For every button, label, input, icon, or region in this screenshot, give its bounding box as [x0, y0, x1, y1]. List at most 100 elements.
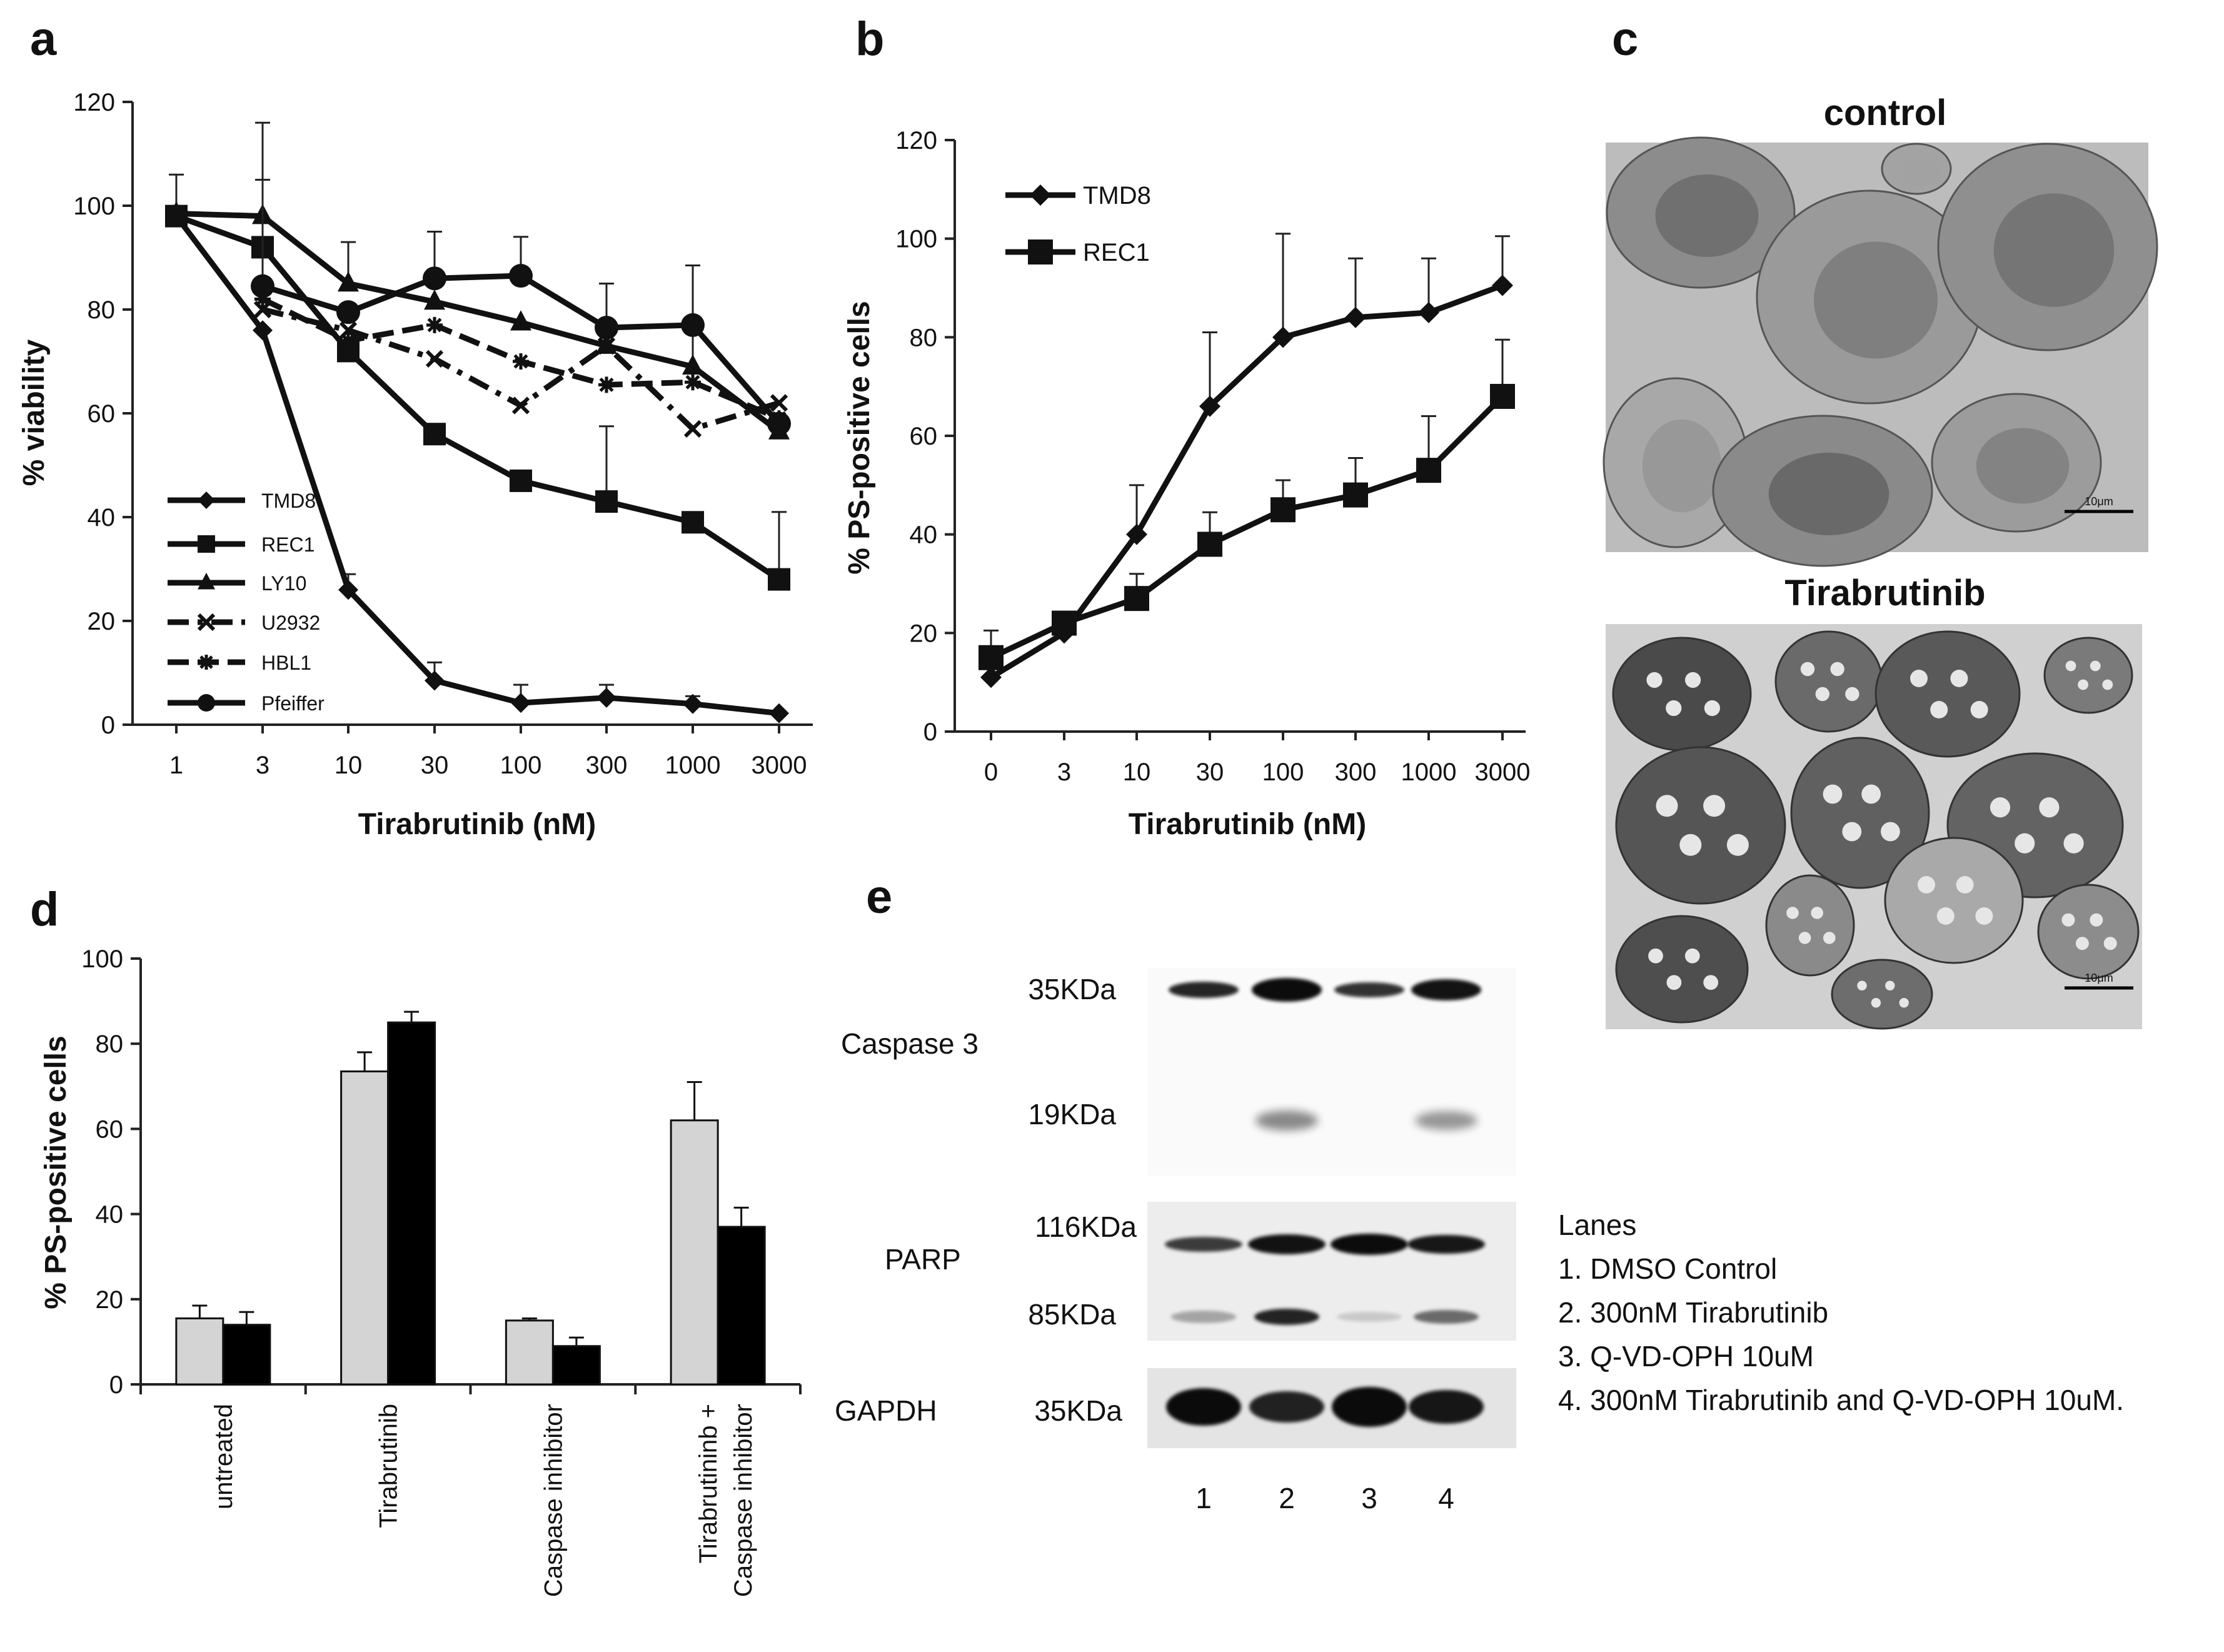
treated-cell-vacuole: [2015, 833, 2035, 854]
chart-a-series-rec1-point: [768, 568, 790, 591]
micrograph-panel: control Tirabrutinib 10μm 10μm: [1603, 93, 2158, 1030]
chart-a-series-rec1-point: [510, 469, 532, 492]
blot-band: [1414, 1310, 1479, 1324]
treated-cell-vacuole: [2063, 833, 2084, 854]
chart-d-error-bar: [733, 1206, 749, 1227]
treated-cell-vacuole: [2039, 797, 2060, 818]
chart-b-x-tick-label: 300: [1335, 758, 1377, 786]
chart-a-legend-label: U2932: [261, 612, 320, 634]
chart-b-y-tick-label: 120: [895, 127, 937, 154]
blot-band: [1411, 979, 1481, 1000]
chart-b-series-rec1-point: [1270, 497, 1296, 523]
chart-a-x-tick-label: 100: [500, 752, 542, 779]
chart-a-legend-marker: [198, 572, 215, 590]
chart-a-series-tmd8-point: [511, 693, 531, 713]
chart-b-x-tick-label: 100: [1262, 758, 1304, 786]
chart-d-y-tick-label: 40: [96, 1201, 124, 1229]
treated-cell-vacuole: [2102, 679, 2113, 690]
chart-d-error-bar: [521, 1317, 537, 1321]
control-micrograph: [1603, 136, 2158, 567]
chart-a-y-tick-label: 60: [88, 400, 116, 428]
viability-line-chart: 0 20 40 60 80 100 120 1 3 10 30 100 300 1000 3000 TMD8 R…: [73, 89, 813, 779]
chart-a-x-tick-label: 1: [169, 752, 183, 779]
chart-d-x-tick-label: untreated: [210, 1404, 238, 1509]
chart-d-error-bar: [568, 1336, 584, 1346]
treated-cell: [1774, 630, 1883, 733]
chart-a-legend-label: HBL1: [261, 652, 311, 674]
blot-band: [1409, 1390, 1484, 1424]
chart-a-series-rec1-line: [175, 213, 781, 582]
treated-cell-vacuole: [1830, 662, 1844, 677]
lanes-legend-item-4: 4. 300nM Tirabrutinib and Q-VD-OPH 10uM.: [1558, 1384, 2124, 1416]
treated-cell: [1874, 630, 2021, 758]
blot-band: [1334, 982, 1404, 997]
treated-cell-vacuole: [1798, 932, 1811, 944]
lanes-legend-item-2: 2. 300nM Tirabrutinib: [1558, 1296, 1828, 1329]
size-label-caspase3-35: 35KDa: [1028, 973, 1116, 1005]
chart-b-series-rec1-point: [1416, 458, 1441, 483]
protein-label-parp: PARP: [885, 1243, 961, 1276]
chart-b-series-tmd8-point: [1345, 306, 1366, 328]
size-label-gapdh-35: 35KDa: [1034, 1394, 1122, 1427]
treated-cell-vacuole: [2090, 913, 2103, 927]
lane-number-3: 3: [1361, 1482, 1377, 1514]
chart-d-x-tick-label: Caspase inhibitor: [540, 1404, 567, 1597]
lanes-legend-item-3: 3. Q-VD-OPH 10uM: [1558, 1340, 1814, 1372]
chart-a-y-axis-label: % viability: [18, 339, 51, 486]
treated-cell-vacuole: [2065, 660, 2076, 672]
chart-d-error-bar: [404, 1010, 420, 1023]
treated-cell-vacuole: [1666, 700, 1682, 717]
chart-b-series-tmd8-error-bar: [1202, 331, 1217, 406]
chart-a-series-tmd8-point: [425, 670, 445, 691]
chart-a-series-hbl1-point: [598, 376, 615, 393]
chart-d-error-bar: [687, 1080, 702, 1121]
chart-d-bar: [551, 1345, 601, 1386]
treated-cell-vacuole: [1885, 980, 1895, 990]
ps-positive-bar-chart: 0 20 40 60 80 100 untreated Tirabrutinib Caspase…: [81, 945, 802, 1597]
chart-a-series-u2932-point: [683, 420, 702, 438]
chart-a-y-tick-label: 40: [88, 504, 116, 531]
chart-d-y-tick-label: 80: [96, 1030, 124, 1058]
treated-cell-vacuole: [1648, 948, 1663, 964]
treated-cell: [1612, 637, 1752, 752]
chart-a-series-pfeiffer-point: [767, 411, 791, 436]
chart-b-legend-label: REC1: [1083, 239, 1150, 266]
treated-cell-vacuole: [1656, 795, 1678, 817]
treated-cell-vacuole: [1800, 662, 1815, 677]
chart-a-series-pfeiffer-point: [336, 300, 360, 325]
treated-cell-vacuole: [2103, 937, 2117, 950]
chart-b-x-tick-label: 1000: [1401, 758, 1457, 786]
panel-label-b: b: [855, 13, 884, 66]
treated-cell-vacuole: [1857, 980, 1867, 990]
chart-b-y-tick-label: 20: [910, 620, 938, 647]
chart-b-series-rec1-point: [979, 645, 1004, 670]
chart-d-y-tick-label: 0: [109, 1371, 123, 1399]
chart-a-series-tmd8-point: [683, 693, 703, 714]
chart-a-legend-marker: [198, 491, 215, 509]
treated-cell-vacuole: [1646, 672, 1663, 688]
chart-a-legend-marker: [197, 613, 216, 632]
chart-b-x-tick-label: 3: [1057, 758, 1071, 786]
chart-d-bar: [175, 1317, 224, 1386]
control-cell-nucleus: [1655, 174, 1759, 257]
chart-a-series-ly10-point: [682, 354, 703, 375]
chart-a-legend-ly10: LY10: [168, 572, 306, 595]
treated-cell-vacuole: [1726, 834, 1749, 856]
chart-d-y-tick-label: 20: [96, 1286, 124, 1314]
chart-a-y-tick-label: 120: [73, 89, 115, 116]
chart-a-x-tick-label: 300: [586, 752, 628, 779]
treated-cell-vacuole: [1861, 784, 1881, 804]
western-blot-panel: Caspase 3 PARP GAPDH 35KDa 19KDa 116KDa …: [835, 968, 2124, 1514]
blot-band: [1249, 1391, 1324, 1423]
chart-d-y-tick-label: 100: [81, 945, 123, 973]
control-cell-nucleus: [1642, 419, 1722, 513]
treated-cell-vacuole: [1703, 795, 1726, 817]
chart-b-series-tmd8-point: [980, 667, 1002, 688]
treated-cell-vacuole: [1786, 907, 1799, 919]
chart-a-series-tmd8-point: [338, 580, 358, 600]
chart-a-x-axis-label: Tirabrutinib (nM): [358, 808, 596, 841]
chart-b-y-tick-label: 80: [910, 324, 938, 351]
caspase3-membrane: [1147, 968, 1516, 1176]
chart-a-series-rec1-point: [595, 490, 618, 513]
treated-cell-vacuole: [1975, 907, 1993, 925]
